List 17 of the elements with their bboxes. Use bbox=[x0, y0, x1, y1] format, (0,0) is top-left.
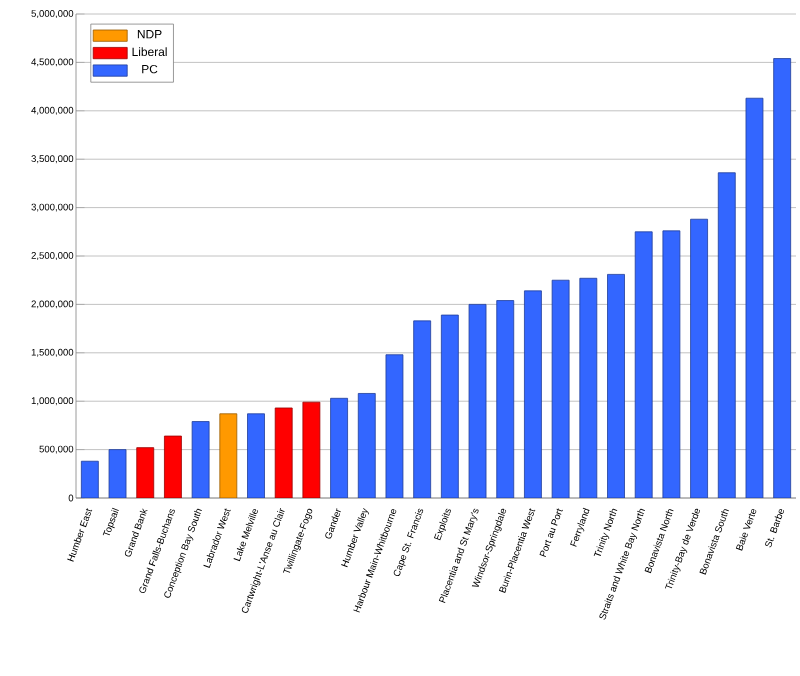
bar bbox=[164, 435, 182, 498]
bar bbox=[717, 172, 736, 498]
bar bbox=[773, 58, 792, 498]
bar bbox=[579, 277, 598, 498]
bar bbox=[330, 397, 348, 498]
bar bbox=[440, 314, 459, 498]
bar bbox=[607, 273, 625, 498]
bar bbox=[247, 413, 265, 498]
bar bbox=[80, 460, 99, 498]
bar bbox=[634, 231, 653, 498]
bar bbox=[690, 218, 708, 498]
bar bbox=[357, 393, 376, 498]
bar bbox=[274, 407, 293, 498]
bar bbox=[413, 320, 432, 498]
bar bbox=[496, 300, 515, 498]
bar bbox=[136, 447, 155, 498]
bar bbox=[524, 290, 542, 498]
